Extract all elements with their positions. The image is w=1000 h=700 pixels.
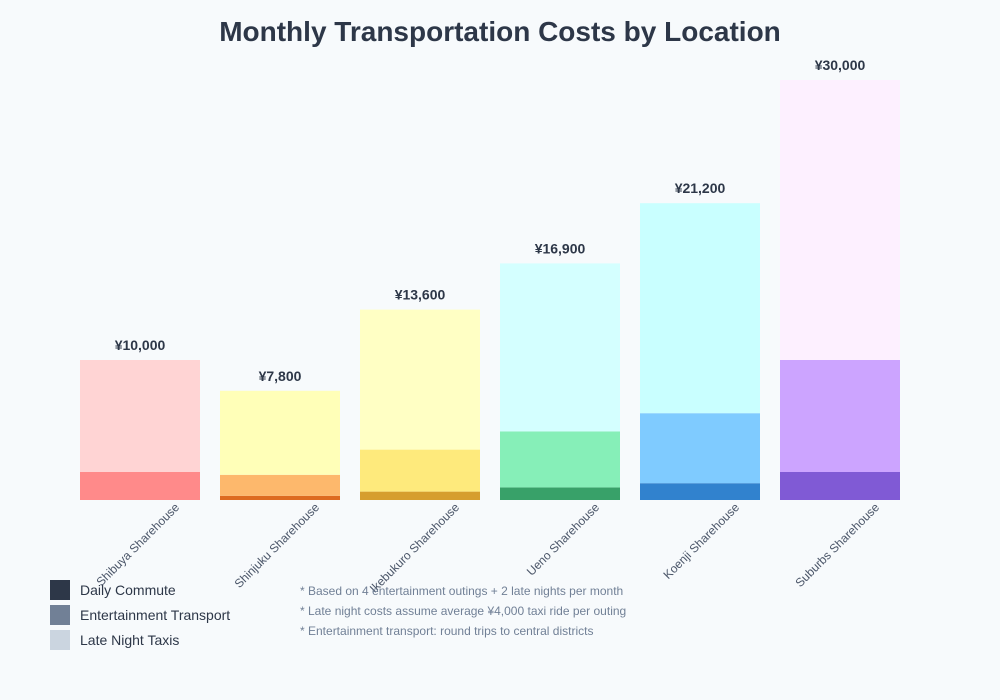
bar-segment xyxy=(640,203,760,414)
bar-segment xyxy=(220,474,340,496)
bar-segment xyxy=(360,491,480,500)
total-label: ¥30,000 xyxy=(815,57,866,73)
legend-swatch xyxy=(50,630,70,650)
note: * Entertainment transport: round trips t… xyxy=(300,624,593,638)
legend: Daily Commute Entertainment Transport Late… xyxy=(50,580,230,650)
total-label: ¥10,000 xyxy=(115,337,166,353)
chart-title: Monthly Transportation Costs by Location xyxy=(219,16,781,47)
bars: ¥10,000 Shibuya Sharehouse ¥7,800 Shinjuku … xyxy=(80,57,900,596)
x-tick-label: Ikebukuro Sharehouse xyxy=(367,500,463,596)
bar-segment xyxy=(500,263,620,432)
x-tick-label: Ueno Sharehouse xyxy=(524,500,603,579)
bar-segment xyxy=(780,360,900,472)
x-tick-label: Koenji Sharehouse xyxy=(661,500,743,582)
legend-label: Late Night Taxis xyxy=(80,632,179,648)
x-tick-label: Shibuya Sharehouse xyxy=(93,500,182,589)
bar-segment xyxy=(500,431,620,488)
note: * Late night costs assume average ¥4,000… xyxy=(300,604,626,618)
x-tick-label: Suburbs Sharehouse xyxy=(792,500,882,590)
total-label: ¥16,900 xyxy=(535,240,586,256)
bar-segment xyxy=(780,80,900,360)
total-label: ¥13,600 xyxy=(395,287,446,303)
bar-segment xyxy=(360,449,480,492)
legend-label: Daily Commute xyxy=(80,582,176,598)
bar-segment xyxy=(80,472,200,500)
bar-segment xyxy=(360,309,480,450)
notes: * Based on 4 entertainment outings + 2 l… xyxy=(300,584,626,638)
bar-segment xyxy=(640,483,760,500)
bar-segment xyxy=(780,472,900,500)
legend-label: Entertainment Transport xyxy=(80,607,230,623)
bar-segment xyxy=(220,390,340,475)
legend-swatch xyxy=(50,580,70,600)
bar-segment xyxy=(500,487,620,500)
total-label: ¥7,800 xyxy=(259,368,302,384)
bar-segment xyxy=(80,360,200,472)
x-tick-label: Shinjuku Sharehouse xyxy=(232,500,323,591)
total-label: ¥21,200 xyxy=(675,180,726,196)
legend-swatch xyxy=(50,605,70,625)
note: * Based on 4 entertainment outings + 2 l… xyxy=(300,584,623,598)
bar-segment xyxy=(220,495,340,500)
bar-segment xyxy=(640,413,760,484)
